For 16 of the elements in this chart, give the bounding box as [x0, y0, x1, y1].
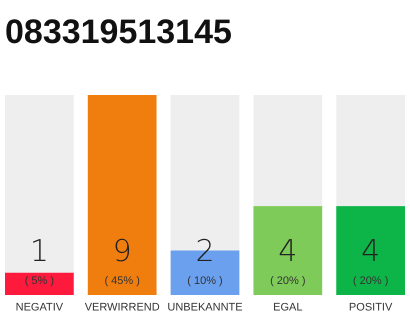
data-label: 1	[30, 234, 49, 269]
data-label: 9	[112, 234, 132, 269]
annotation: ( 20% )	[352, 275, 388, 287]
annotation: ( 5% )	[24, 275, 54, 287]
x-tick-label: POSITIV	[348, 302, 393, 314]
data-label: 4	[278, 234, 298, 269]
bar	[5, 272, 74, 295]
chart-title: 083319513145	[5, 13, 232, 51]
annotation: ( 20% )	[270, 275, 306, 287]
x-tick-label: NEGATIV	[16, 302, 64, 314]
x-tick-label: VERWIRREND	[84, 302, 160, 314]
data-label: 4	[361, 234, 380, 269]
annotation: ( 10% )	[187, 275, 223, 287]
x-tick-label: EGAL	[273, 302, 302, 314]
annotation: ( 45% )	[104, 275, 140, 287]
x-tick-label: UNBEKANNTE	[167, 302, 243, 314]
